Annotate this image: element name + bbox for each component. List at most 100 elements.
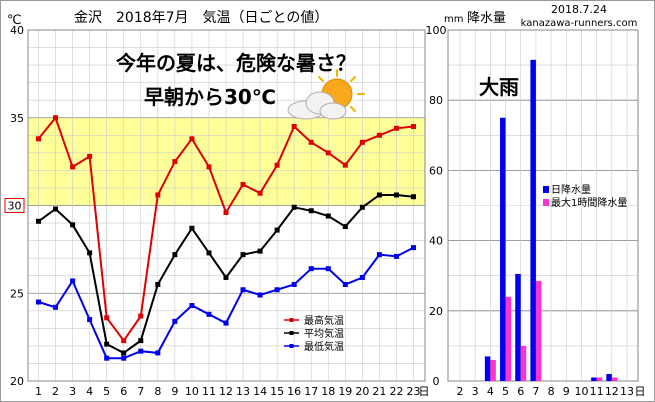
series-point-min bbox=[342, 281, 348, 287]
temp-x-tick-label: 23 bbox=[407, 385, 421, 398]
series-point-avg bbox=[359, 204, 365, 210]
series-point-avg bbox=[121, 350, 127, 356]
temp-x-tick-label: 2 bbox=[52, 385, 59, 398]
series-point-max bbox=[87, 153, 93, 159]
series-point-min bbox=[359, 274, 365, 280]
legend-marker-max bbox=[289, 318, 294, 322]
series-point-max bbox=[393, 125, 399, 131]
rain-y-tick-label: 0 bbox=[433, 375, 440, 388]
rain-x-tick-label: 2 bbox=[457, 385, 464, 398]
temp-x-tick-label: 12 bbox=[219, 385, 233, 398]
series-point-avg bbox=[36, 218, 41, 224]
rain-chart-title: 降水量 bbox=[467, 11, 506, 26]
temp-x-tick-label: 15 bbox=[270, 385, 284, 398]
series-point-max bbox=[411, 124, 416, 130]
rain-bar-hourly_rain bbox=[535, 280, 542, 381]
rain-bar-hourly_rain bbox=[505, 296, 512, 381]
series-point-min bbox=[257, 292, 263, 298]
rain-legend-swatch-hourly_rain bbox=[543, 199, 549, 206]
series-point-max bbox=[121, 338, 127, 344]
series-point-min bbox=[155, 350, 161, 356]
series-point-min bbox=[70, 278, 76, 284]
series-point-min bbox=[206, 311, 212, 317]
series-point-avg bbox=[53, 206, 59, 212]
series-point-avg bbox=[206, 250, 212, 256]
temp-x-tick-label: 13 bbox=[236, 385, 250, 398]
temp-x-tick-label: 4 bbox=[86, 385, 93, 398]
rain-legend-label-hourly_rain: 最大1時間降水量 bbox=[551, 196, 627, 209]
series-point-avg bbox=[291, 204, 297, 210]
temp-x-tick-label: 11 bbox=[202, 385, 216, 398]
mm-unit: mm bbox=[444, 14, 463, 25]
series-point-max bbox=[308, 139, 314, 145]
temp-x-tick-label: 14 bbox=[253, 385, 267, 398]
chart-date: 2018.7.24 bbox=[551, 3, 607, 16]
rain-x-tick-label: 3 bbox=[472, 385, 479, 398]
hot-band bbox=[28, 117, 425, 206]
rain-y-tick-label: 80 bbox=[429, 94, 443, 107]
series-point-min bbox=[172, 318, 178, 324]
series-point-min bbox=[376, 252, 382, 258]
temp-y-tick-label: 35 bbox=[10, 112, 24, 125]
temp-x-tick-label: 9 bbox=[171, 385, 178, 398]
site-name: kanazawa-runners.com bbox=[521, 18, 638, 29]
temp-x-tick-label: 6 bbox=[120, 385, 127, 398]
rain-x-tick-label: 4 bbox=[487, 385, 494, 398]
series-point-avg bbox=[70, 222, 76, 228]
series-point-min bbox=[189, 303, 195, 309]
series-point-avg bbox=[223, 274, 229, 280]
rain-plot-frame bbox=[447, 29, 639, 382]
temp-x-axis-label: 日 bbox=[419, 385, 430, 398]
rain-bar-hourly_rain bbox=[596, 377, 603, 381]
series-point-avg bbox=[393, 192, 399, 198]
rain-bar-hourly_rain bbox=[520, 345, 527, 381]
series-point-min bbox=[325, 266, 331, 272]
rain-x-tick-label: 7 bbox=[532, 385, 539, 398]
series-point-avg bbox=[87, 250, 93, 256]
series-point-max bbox=[189, 136, 195, 142]
rain-x-tick-label: 5 bbox=[502, 385, 509, 398]
series-point-max bbox=[257, 190, 263, 196]
series-point-max bbox=[36, 136, 41, 142]
temp-x-tick-label: 1 bbox=[35, 385, 42, 398]
rain-bar-daily_rain bbox=[484, 356, 491, 381]
series-point-avg bbox=[342, 224, 348, 230]
series-point-avg bbox=[274, 227, 280, 233]
series-point-min bbox=[393, 253, 399, 259]
rain-x-axis-label: 日 bbox=[635, 385, 646, 398]
series-point-max bbox=[376, 132, 382, 138]
series-point-max bbox=[70, 164, 76, 170]
series-point-min bbox=[53, 304, 59, 310]
deg-unit: ℃ bbox=[7, 13, 22, 28]
rain-bar-daily_rain bbox=[515, 273, 521, 381]
temperature-chart-title: 金沢 2018年7月 気温（日ごとの値） bbox=[74, 10, 328, 26]
rain-legend-swatch-daily_rain bbox=[543, 186, 549, 193]
series-point-max bbox=[240, 181, 246, 187]
series-point-avg bbox=[376, 192, 382, 198]
series-point-min bbox=[308, 266, 314, 272]
temp-x-tick-label: 10 bbox=[185, 385, 199, 398]
temp-x-tick-label: 20 bbox=[355, 385, 369, 398]
series-point-min bbox=[104, 355, 110, 361]
series-point-avg bbox=[240, 252, 246, 258]
rain-y-tick-label: 20 bbox=[429, 305, 443, 318]
legend-label-min: 最低気温 bbox=[304, 340, 344, 353]
rainfall-chart: 0 20 40 60 80 100 2 3 4 5 6 7 8 9 10 11 12 13 日 日降水量最大1時間降水… bbox=[426, 24, 646, 398]
rain-bar-daily_rain bbox=[606, 373, 612, 381]
rain-x-tick-label: 12 bbox=[605, 385, 619, 398]
series-point-min bbox=[138, 348, 144, 354]
series-point-avg bbox=[155, 281, 161, 287]
series-point-min bbox=[121, 355, 127, 361]
series-point-min bbox=[411, 245, 416, 251]
series-point-min bbox=[291, 281, 297, 287]
sun-behind-cloud-icon bbox=[287, 69, 365, 120]
headline-early-30c: 早朝から30℃ bbox=[144, 85, 276, 109]
headline-hot-summer: 今年の夏は、危険な暑さ？ bbox=[116, 51, 356, 75]
heavy-rain-label: 大雨 bbox=[479, 75, 519, 99]
temp-x-tick-label: 21 bbox=[372, 385, 386, 398]
rain-x-tick-label: 10 bbox=[574, 385, 588, 398]
series-point-avg bbox=[411, 194, 416, 200]
temp-x-tick-label: 16 bbox=[287, 385, 301, 398]
temp-x-tick-label: 7 bbox=[137, 385, 144, 398]
rain-x-tick-label: 8 bbox=[548, 385, 555, 398]
